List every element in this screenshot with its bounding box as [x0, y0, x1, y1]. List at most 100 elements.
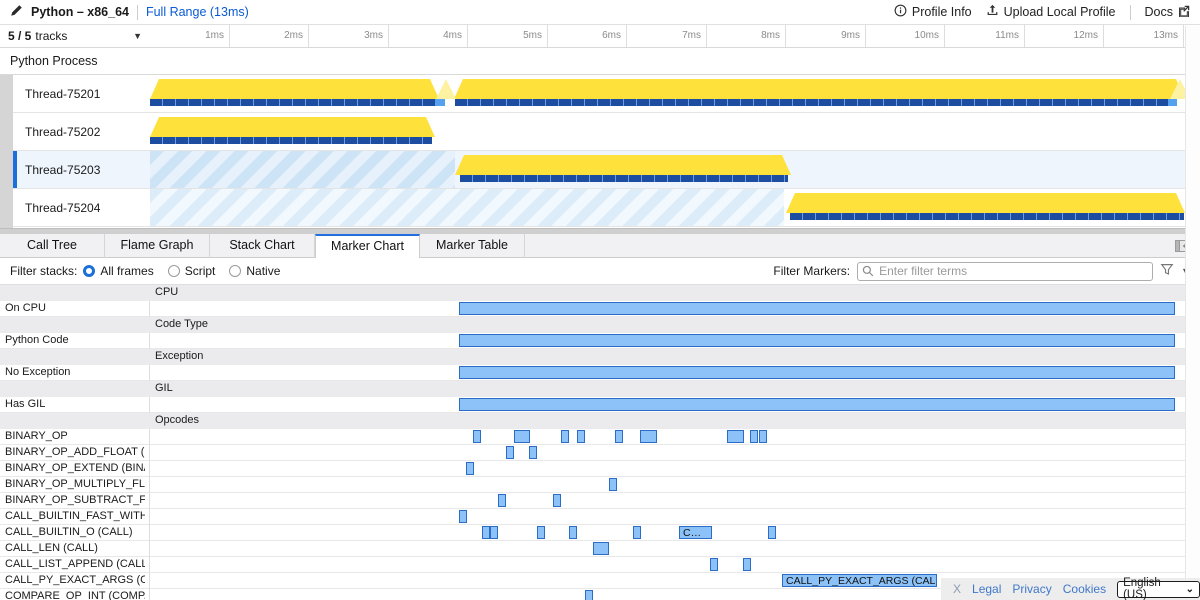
footer-close-button[interactable]: X — [953, 582, 962, 596]
thread-track-row[interactable]: Thread-75203 — [13, 151, 1200, 189]
footer-link-legal[interactable]: Legal — [972, 582, 1002, 596]
marker-row[interactable]: CALL_PY_EXACT_ARGS (C… CALL_PY_EXACT_ARGS… — [0, 573, 1185, 589]
marker-row[interactable]: COMPARE_OP_INT (COMPA… — [0, 589, 1185, 600]
tab-flame-graph[interactable]: Flame Graph — [105, 234, 210, 258]
tracks-dropdown-button[interactable]: 5 / 5 tracks ▼ — [0, 25, 150, 47]
tab-call-tree[interactable]: Call Tree — [0, 234, 105, 258]
marker[interactable] — [459, 366, 1175, 379]
marker[interactable] — [743, 558, 751, 571]
marker-row[interactable]: BINARY_OP_ADD_FLOAT (B… — [0, 445, 1185, 461]
marker[interactable] — [585, 590, 593, 600]
marker[interactable] — [553, 494, 561, 507]
marker[interactable] — [490, 526, 498, 539]
marker-row[interactable]: No Exception — [0, 365, 1185, 381]
full-range-button[interactable]: Full Range (13ms) — [145, 5, 249, 19]
radio-all-frames[interactable] — [83, 265, 96, 277]
marker[interactable] — [498, 494, 506, 507]
marker-row[interactable]: BINARY_OP_SUBTRACT_FL… — [0, 493, 1185, 509]
marker-row-track[interactable] — [150, 365, 1185, 381]
marker-row[interactable]: BINARY_OP_EXTEND (BINA… — [0, 461, 1185, 477]
marker-row-track[interactable] — [150, 477, 1185, 493]
marker[interactable] — [506, 446, 514, 459]
marker[interactable] — [759, 430, 767, 443]
marker[interactable] — [640, 430, 657, 443]
radio-script[interactable] — [167, 265, 180, 277]
stack-filter-option-native[interactable]: Native — [229, 264, 280, 278]
marker[interactable] — [473, 430, 481, 443]
marker-row[interactable]: On CPU — [0, 301, 1185, 317]
time-ruler[interactable]: 1ms 2ms 3ms 4ms 5ms 6ms 7ms 8ms 9ms 10ms 11ms 12ms 1… — [150, 25, 1185, 47]
marker-row-track[interactable] — [150, 509, 1185, 525]
marker[interactable] — [561, 430, 569, 443]
marker-row-track[interactable] — [150, 333, 1185, 349]
marker-row-track[interactable] — [150, 301, 1185, 317]
thread-track-row[interactable]: Thread-75202 — [13, 113, 1200, 151]
tab-marker-chart[interactable]: Marker Chart — [315, 234, 420, 259]
thread-track-row[interactable]: Thread-75204 — [13, 189, 1200, 227]
thread-activity-track[interactable] — [150, 151, 1185, 188]
footer-link-privacy[interactable]: Privacy — [1012, 582, 1052, 596]
marker-row-track[interactable] — [150, 557, 1185, 573]
marker[interactable] — [459, 510, 467, 523]
marker[interactable] — [633, 526, 641, 539]
marker-row[interactable]: CALL_LEN (CALL) — [0, 541, 1185, 557]
thread-track-row[interactable]: Thread-75201 — [13, 75, 1200, 113]
marker[interactable] — [593, 542, 609, 555]
upload-profile-button[interactable]: Upload Local Profile — [986, 4, 1116, 20]
thread-activity-track[interactable] — [150, 189, 1185, 226]
radio-native[interactable] — [229, 265, 242, 277]
profile-info-button[interactable]: Profile Info — [894, 4, 972, 20]
language-select[interactable]: English (US) ⌄ — [1117, 577, 1200, 600]
process-header-row[interactable]: Python Process — [0, 48, 1200, 75]
marker[interactable] — [459, 398, 1175, 411]
tab-stack-chart[interactable]: Stack Chart — [210, 234, 315, 258]
marker[interactable] — [569, 526, 577, 539]
marker-row[interactable]: CALL_BUILTIN_FAST_WITH… — [0, 509, 1185, 525]
tracks-word: tracks — [35, 29, 68, 43]
thread-activity-track[interactable] — [150, 75, 1185, 112]
marker-row-track[interactable] — [150, 541, 1185, 557]
marker-row-track[interactable]: C… — [150, 525, 1185, 541]
marker-filter-input[interactable] — [857, 261, 1154, 281]
marker[interactable] — [529, 446, 537, 459]
marker-row[interactable]: BINARY_OP — [0, 429, 1185, 445]
marker[interactable] — [577, 430, 585, 443]
marker[interactable]: C… — [679, 526, 712, 539]
marker[interactable] — [727, 430, 744, 443]
marker-row-track[interactable] — [150, 429, 1185, 445]
funnel-filter-icon[interactable] — [1160, 263, 1174, 279]
marker[interactable] — [710, 558, 718, 571]
marker[interactable] — [514, 430, 530, 443]
marker[interactable] — [459, 302, 1175, 315]
stack-filter-option-script[interactable]: Script — [167, 264, 215, 278]
marker-row[interactable]: BINARY_OP_MULTIPLY_FL… — [0, 477, 1185, 493]
thread-activity-track[interactable] — [150, 113, 1185, 150]
marker[interactable] — [768, 526, 776, 539]
docs-link[interactable]: Docs — [1145, 5, 1190, 20]
panel-splitter[interactable] — [0, 228, 1200, 234]
marker-row-track[interactable] — [150, 445, 1185, 461]
marker-row-label: CALL_PY_EXACT_ARGS (C… — [5, 574, 145, 586]
marker[interactable] — [537, 526, 545, 539]
marker[interactable] — [615, 430, 623, 443]
marker-row-track[interactable] — [150, 589, 1185, 600]
marker[interactable] — [459, 334, 1175, 347]
edit-pencil-icon[interactable] — [10, 4, 23, 20]
marker[interactable] — [609, 478, 617, 491]
marker[interactable] — [482, 526, 490, 539]
marker-row[interactable]: CALL_LIST_APPEND (CALL) — [0, 557, 1185, 573]
marker-row-track[interactable] — [150, 397, 1185, 413]
marker-row[interactable]: Has GIL — [0, 397, 1185, 413]
marker[interactable]: CALL_PY_EXACT_ARGS (CALL) — [782, 574, 937, 587]
marker[interactable] — [466, 462, 474, 475]
stack-filter-option-all-frames[interactable]: All frames — [83, 264, 154, 278]
tab-marker-table[interactable]: Marker Table — [420, 234, 525, 258]
marker-row-track[interactable]: CALL_PY_EXACT_ARGS (CALL) — [150, 573, 1185, 589]
marker-row-track[interactable] — [150, 493, 1185, 509]
footer-link-cookies[interactable]: Cookies — [1062, 582, 1107, 596]
marker[interactable] — [750, 430, 758, 443]
marker-row[interactable]: CALL_BUILTIN_O (CALL) C… — [0, 525, 1185, 541]
right-gutter — [1185, 26, 1200, 600]
marker-row[interactable]: Python Code — [0, 333, 1185, 349]
marker-row-track[interactable] — [150, 461, 1185, 477]
